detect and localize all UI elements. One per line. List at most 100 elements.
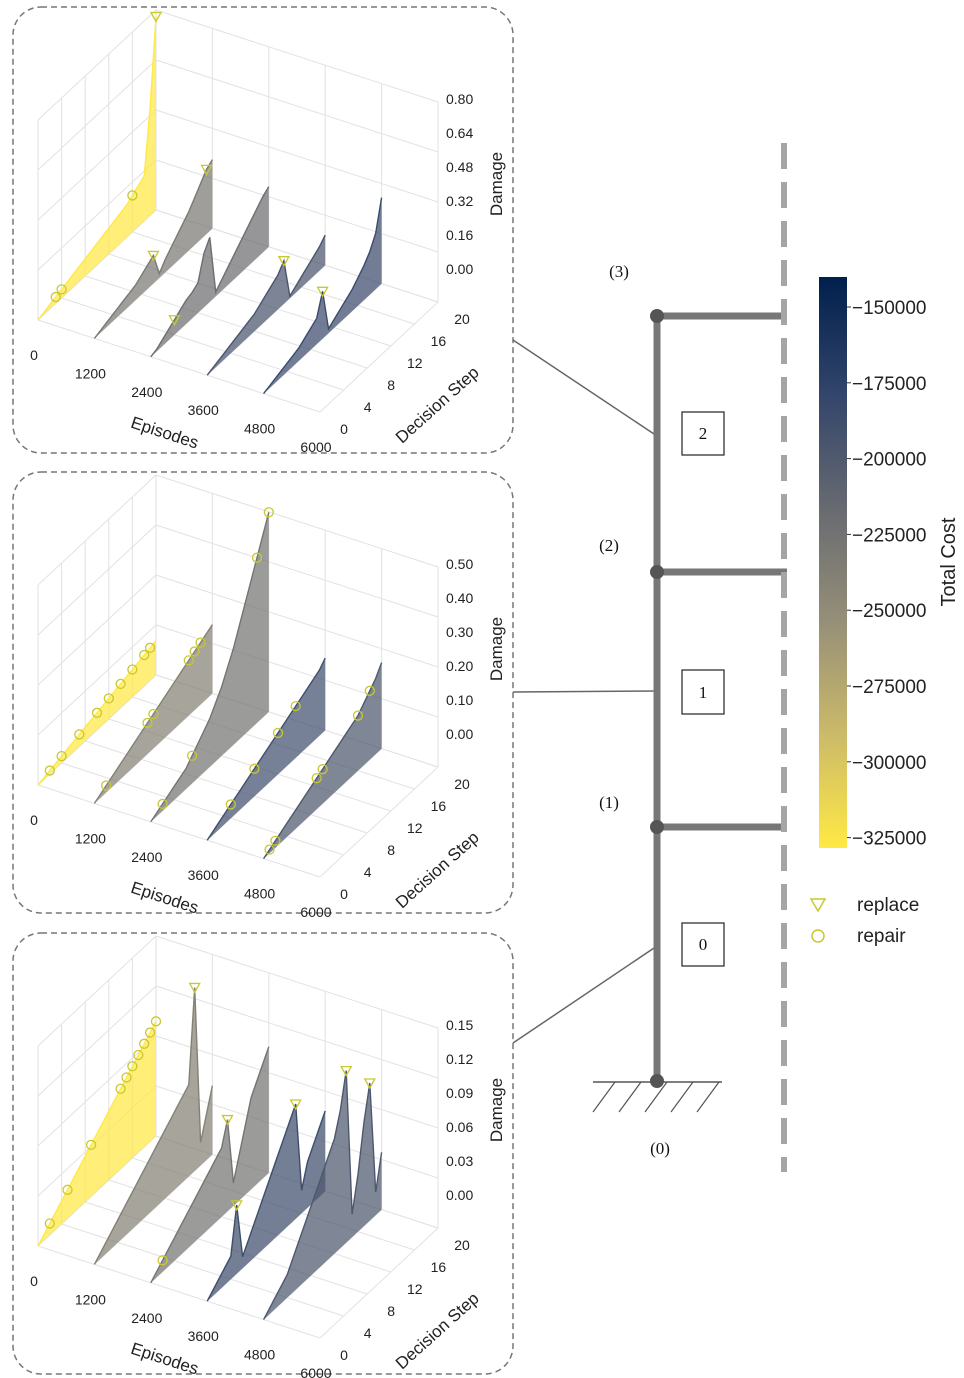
element-box-2: 2 — [681, 411, 725, 456]
series-ribbon-episode-0 — [37, 640, 157, 786]
x-tick-label: 1200 — [75, 365, 106, 381]
x-tick-label: 1200 — [75, 830, 106, 846]
damage-line — [206, 657, 326, 841]
damage-area — [150, 186, 269, 357]
x-tick-label: 1200 — [75, 1291, 106, 1307]
damage-line — [206, 234, 326, 376]
damage-line — [206, 1103, 326, 1302]
x-tick-label: 4800 — [244, 886, 275, 902]
z-tick-labels: 0.00 0.16 0.32 0.48 0.64 0.80 — [446, 91, 473, 277]
series-ribbon-episode-2400 — [150, 186, 270, 358]
y-tick-label: 16 — [431, 333, 447, 349]
grid-walls — [37, 9, 439, 413]
damage-area — [207, 1104, 326, 1302]
z-tick-labels: 0.00 0.03 0.06 0.09 0.12 0.15 — [446, 1017, 473, 1203]
damage-area — [263, 1070, 382, 1320]
z-tick-label: 0.03 — [446, 1153, 473, 1169]
z-tick-label: 0.12 — [446, 1051, 473, 1067]
z-tick-label: 0.00 — [446, 726, 473, 742]
colorbar-tick-label: −300000 — [852, 753, 927, 774]
x-tick-label: 6000 — [300, 904, 331, 920]
repair-marker — [311, 772, 322, 784]
y-tick-label: 16 — [431, 798, 447, 814]
y-tick-label: 20 — [454, 311, 470, 327]
x-axis-label: Episodes — [129, 878, 201, 918]
damage-area — [150, 1046, 269, 1283]
colorbar-tick-label: −175000 — [852, 374, 927, 395]
x-tick-label: 2400 — [131, 1310, 162, 1326]
node-0 — [650, 1074, 664, 1088]
legend: replace repair — [809, 895, 919, 947]
z-tick-label: 0.00 — [446, 1187, 473, 1203]
colorbar-ticks: −150000 −175000 −200000 −225000 −250000 −2750… — [847, 298, 927, 850]
connector-line-bottom — [512, 945, 658, 1044]
x-tick-label: 4800 — [244, 421, 275, 437]
z-tick-label: 0.64 — [446, 125, 473, 141]
damage-area — [263, 662, 382, 859]
repair-marker — [127, 1061, 138, 1072]
y-tick-label: 4 — [364, 1325, 372, 1341]
panel-border — [12, 471, 514, 914]
colorbar-gradient — [819, 277, 847, 848]
replace-marker — [230, 1200, 243, 1212]
y-tick-label: 0 — [340, 886, 348, 902]
element-box-1: 1 — [681, 669, 725, 715]
repair-marker — [56, 750, 67, 762]
colorbar-tick-label: −150000 — [852, 298, 927, 319]
floor-label-3: (3) — [609, 262, 629, 281]
repair-marker — [249, 763, 260, 774]
element-box-0: 0 — [681, 922, 725, 967]
repair-marker — [157, 798, 168, 810]
z-tick-label: 0.32 — [446, 193, 473, 209]
repair-marker — [264, 844, 275, 855]
series-ribbon-episode-3600 — [206, 1099, 326, 1302]
y-tick-labels: 048 12 16 20 — [340, 1237, 470, 1363]
damage-area — [94, 987, 213, 1265]
series-ribbon-episode-3600 — [206, 234, 326, 376]
panel-border — [12, 932, 514, 1375]
repair-marker — [139, 649, 150, 661]
x-axis-label: Episodes — [129, 413, 201, 453]
colorbar-tick-label: −250000 — [852, 601, 927, 622]
floor-label-2: (2) — [599, 536, 619, 555]
repair-marker — [44, 1218, 55, 1229]
z-tick-label: 0.50 — [446, 556, 473, 572]
repair-marker — [133, 1049, 144, 1061]
x-tick-label: 2400 — [131, 384, 162, 400]
z-axis-label: Damage — [487, 152, 506, 216]
z-tick-label: 0.00 — [446, 261, 473, 277]
replace-marker — [289, 1099, 302, 1111]
repair-marker — [50, 291, 61, 303]
y-axis-label: Decision Step — [392, 363, 483, 447]
repair-marker — [74, 729, 85, 740]
frame-structure: (3) (2) (1) (0) 2 1 0 — [592, 143, 787, 1172]
repair-marker — [290, 700, 301, 712]
element-label-2: 2 — [699, 424, 708, 443]
repair-marker — [62, 1184, 73, 1195]
series-ribbon-episode-2400 — [150, 507, 274, 823]
x-tick-label: 4800 — [244, 1347, 275, 1363]
repair-marker — [101, 780, 112, 791]
series-ribbon-episode-1200 — [93, 982, 214, 1265]
y-tick-label: 12 — [407, 1281, 423, 1297]
repair-marker — [127, 664, 138, 675]
node-2 — [650, 565, 664, 579]
damage-line — [263, 662, 383, 859]
damage-line — [263, 197, 383, 395]
colorbar-tick-label: −325000 — [852, 829, 927, 850]
repair-marker — [263, 507, 274, 518]
series-ribbon-episode-4800 — [263, 662, 383, 859]
x-tick-label: 6000 — [300, 439, 331, 455]
damage-area — [207, 658, 326, 841]
element-label-1: 1 — [699, 683, 708, 702]
repair-marker — [270, 835, 281, 846]
legend-repair-label: repair — [857, 926, 906, 947]
series-ribbon-episode-3600 — [206, 657, 326, 841]
damage-area — [94, 159, 213, 339]
z-tick-label: 0.16 — [446, 227, 473, 243]
z-tick-label: 0.09 — [446, 1085, 473, 1101]
repair-marker — [127, 190, 138, 201]
y-tick-label: 4 — [364, 399, 372, 415]
y-tick-labels: 048 12 16 20 — [340, 311, 470, 437]
